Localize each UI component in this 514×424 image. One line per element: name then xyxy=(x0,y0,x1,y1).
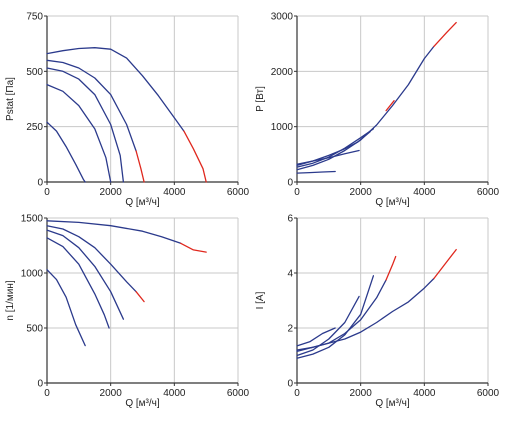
x-tick-label: 2000 xyxy=(350,388,373,399)
y-axis-label: Pstat [Па] xyxy=(5,77,16,121)
x-axis-label: Q [м³/ч] xyxy=(375,197,410,208)
series-line xyxy=(296,45,435,171)
y-axis-label: I [A] xyxy=(255,291,266,309)
chart-pstat: 0 2000 4000 6000 0 250 500 750 Q [м³/ч] Pstat [Па… xyxy=(5,12,250,209)
x-tick-label: 4000 xyxy=(163,388,186,399)
y-tick-label: 500 xyxy=(26,67,43,78)
x-tick-label: 0 xyxy=(44,187,50,198)
series-line xyxy=(296,277,435,353)
y-tick-label: 2 xyxy=(287,324,293,335)
y-axis-label: P [Вт] xyxy=(255,86,266,112)
y-tick-label: 0 xyxy=(287,379,293,390)
x-tick-label: 0 xyxy=(294,187,300,198)
x-tick-label: 6000 xyxy=(227,187,250,198)
series-line xyxy=(296,275,375,359)
y-tick-label: 0 xyxy=(287,178,293,189)
series-line xyxy=(46,225,137,293)
y-tick-label: 0 xyxy=(37,379,43,390)
y-tick-label: 500 xyxy=(26,324,43,335)
x-tick-label: 2000 xyxy=(350,187,373,198)
series-line xyxy=(296,130,371,167)
y-tick-label: 2000 xyxy=(271,67,294,78)
x-tick-label: 6000 xyxy=(227,388,250,399)
series-line xyxy=(385,100,395,112)
x-tick-label: 0 xyxy=(294,388,300,399)
x-tick-label: 0 xyxy=(44,388,50,399)
x-axis-label: Q [м³/ч] xyxy=(125,398,160,409)
y-axis-label: n [1/мин] xyxy=(5,280,16,320)
y-tick-label: 0 xyxy=(37,178,43,189)
y-tick-label: 1500 xyxy=(21,214,44,225)
x-tick-label: 6000 xyxy=(477,187,500,198)
series-line xyxy=(296,327,336,347)
x-tick-label: 6000 xyxy=(477,388,500,399)
series-line xyxy=(296,170,336,174)
series-line xyxy=(183,130,207,183)
series-line xyxy=(385,255,397,281)
y-tick-label: 6 xyxy=(287,214,293,225)
series-line xyxy=(46,229,125,320)
x-tick-label: 4000 xyxy=(413,388,436,399)
series-line xyxy=(46,121,86,183)
series-line xyxy=(46,83,112,183)
y-tick-label: 1000 xyxy=(271,122,294,133)
chart-current: 0 2000 4000 6000 0 2 4 6 Q [м³/ч] I [A] xyxy=(255,214,500,410)
y-tick-label: 750 xyxy=(26,12,43,23)
x-tick-label: 2000 xyxy=(100,388,123,399)
series-line xyxy=(46,220,182,244)
series-line xyxy=(46,59,137,152)
x-tick-label: 4000 xyxy=(413,187,436,198)
x-axis-label: Q [м³/ч] xyxy=(375,398,410,409)
y-tick-label: 3000 xyxy=(271,12,294,23)
series-line xyxy=(46,67,125,183)
series-line xyxy=(135,150,145,183)
y-tick-label: 4 xyxy=(287,269,293,280)
series-line xyxy=(46,237,110,329)
series-line xyxy=(296,279,387,351)
series-line xyxy=(135,291,145,303)
series-line xyxy=(180,242,207,253)
series-line xyxy=(296,295,360,357)
series-line xyxy=(296,149,360,165)
x-tick-label: 2000 xyxy=(100,187,123,198)
series-line xyxy=(46,47,185,132)
y-tick-label: 250 xyxy=(26,122,43,133)
x-tick-label: 4000 xyxy=(163,187,186,198)
series-line xyxy=(46,269,86,347)
series-line xyxy=(433,21,457,48)
y-tick-label: 1000 xyxy=(21,269,44,280)
x-axis-label: Q [м³/ч] xyxy=(125,197,160,208)
series-line xyxy=(433,248,457,280)
chart-speed: 0 2000 4000 6000 0 500 1000 1500 Q [м³/ч] n [1/ми… xyxy=(5,214,250,410)
chart-power: 0 2000 4000 6000 0 1000 2000 3000 Q [м³/ч] P [Вт] xyxy=(255,12,500,209)
